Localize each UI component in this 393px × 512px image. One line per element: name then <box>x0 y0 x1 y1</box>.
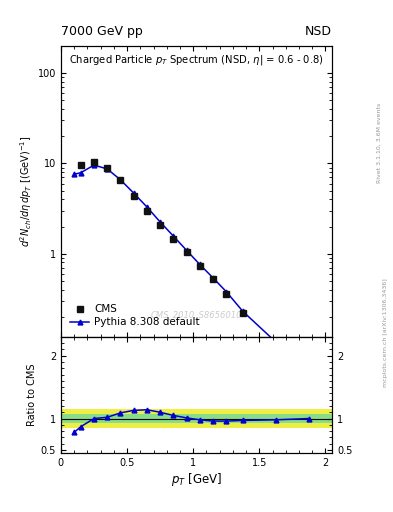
CMS <box>158 222 162 228</box>
CMS <box>145 207 149 214</box>
X-axis label: $p_T$ [GeV]: $p_T$ [GeV] <box>171 471 222 488</box>
Line: Pythia 8.308 default: Pythia 8.308 default <box>72 163 311 375</box>
Text: 7000 GeV pp: 7000 GeV pp <box>61 26 143 38</box>
Text: Charged Particle $p_T$ Spectrum (NSD, $\eta$| = 0.6 - 0.8): Charged Particle $p_T$ Spectrum (NSD, $\… <box>69 53 324 68</box>
CMS <box>211 276 215 283</box>
Pythia 8.308 default <box>211 275 215 281</box>
Y-axis label: Ratio to CMS: Ratio to CMS <box>26 364 37 426</box>
Pythia 8.308 default <box>307 370 311 376</box>
CMS <box>131 193 136 199</box>
CMS <box>78 162 83 168</box>
Pythia 8.308 default <box>78 169 83 176</box>
Pythia 8.308 default <box>105 166 110 172</box>
Pythia 8.308 default <box>274 339 278 345</box>
Text: mcplots.cern.ch [arXiv:1306.3436]: mcplots.cern.ch [arXiv:1306.3436] <box>383 279 387 387</box>
CMS <box>171 236 176 242</box>
Pythia 8.308 default <box>197 262 202 268</box>
CMS <box>241 310 245 316</box>
CMS <box>105 165 110 172</box>
CMS <box>118 177 123 183</box>
Pythia 8.308 default <box>118 177 123 183</box>
CMS <box>197 263 202 269</box>
Pythia 8.308 default <box>131 190 136 196</box>
Pythia 8.308 default <box>92 162 96 168</box>
Text: NSD: NSD <box>305 26 332 38</box>
CMS <box>184 249 189 255</box>
Text: CMS_2010_S8656010: CMS_2010_S8656010 <box>151 310 242 319</box>
CMS <box>224 291 229 297</box>
Pythia 8.308 default <box>224 289 229 295</box>
CMS <box>307 371 311 377</box>
Text: Rivet 3.1.10, 3.6M events: Rivet 3.1.10, 3.6M events <box>377 103 382 183</box>
Y-axis label: $d^2N_{ch}/d\eta\, dp_T$ [(GeV)$^{-1}$]: $d^2N_{ch}/d\eta\, dp_T$ [(GeV)$^{-1}$] <box>18 136 33 247</box>
Pythia 8.308 default <box>184 247 189 253</box>
Pythia 8.308 default <box>72 171 77 177</box>
CMS <box>92 159 96 165</box>
CMS <box>274 341 278 347</box>
Pythia 8.308 default <box>171 233 176 239</box>
Line: CMS: CMS <box>78 159 312 377</box>
Pythia 8.308 default <box>145 204 149 210</box>
Pythia 8.308 default <box>158 219 162 225</box>
Legend: CMS, Pythia 8.308 default: CMS, Pythia 8.308 default <box>66 300 204 332</box>
Pythia 8.308 default <box>241 308 245 314</box>
